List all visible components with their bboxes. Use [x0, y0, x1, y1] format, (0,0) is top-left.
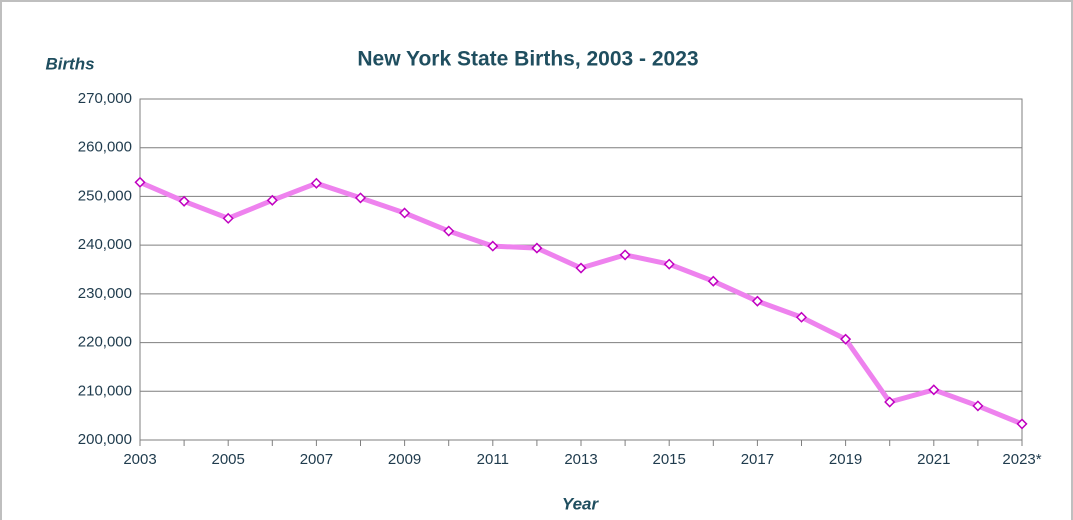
y-tick-label: 270,000 [78, 90, 132, 107]
x-tick-label: 2017 [741, 451, 774, 468]
data-point [178, 195, 190, 207]
x-tick-label: 2005 [212, 451, 245, 468]
data-point [487, 240, 499, 252]
x-tick-label: 2015 [653, 451, 686, 468]
y-tick-label: 200,000 [78, 431, 132, 448]
y-tick-label: 220,000 [78, 334, 132, 351]
data-point [840, 333, 852, 345]
x-tick-label: 2013 [564, 451, 597, 468]
data-point [575, 262, 587, 274]
data-point [928, 384, 940, 396]
x-tick-label: 2003 [123, 451, 156, 468]
data-point [399, 207, 411, 219]
data-point [663, 258, 675, 270]
data-point [266, 194, 278, 206]
x-axis-title: Year [562, 494, 600, 513]
data-point [354, 192, 367, 204]
x-tick-label: 2023* [1002, 451, 1041, 468]
y-tick-label: 230,000 [78, 285, 132, 302]
data-point [134, 176, 146, 188]
y-tick-label: 240,000 [78, 236, 132, 253]
data-point [531, 242, 543, 254]
x-tick-label: 2021 [917, 451, 950, 468]
data-point [795, 311, 808, 323]
data-point [1016, 418, 1028, 430]
x-tick-label: 2011 [477, 451, 509, 468]
data-point [310, 177, 322, 189]
x-tick-label: 2019 [829, 451, 862, 468]
data-point [884, 396, 896, 408]
x-tick-label: 2007 [300, 451, 333, 468]
y-tick-label: 260,000 [78, 139, 132, 156]
y-axis-title: Births [45, 54, 94, 73]
data-point [222, 212, 234, 224]
data-point [972, 400, 984, 412]
chart-title: New York State Births, 2003 - 2023 [357, 48, 698, 71]
data-point [619, 249, 631, 261]
y-tick-label: 250,000 [78, 187, 132, 204]
y-tick-label: 210,000 [78, 382, 132, 399]
data-point [751, 295, 763, 307]
x-tick-label: 2009 [388, 451, 421, 468]
data-point [443, 225, 455, 237]
data-point [707, 275, 719, 287]
